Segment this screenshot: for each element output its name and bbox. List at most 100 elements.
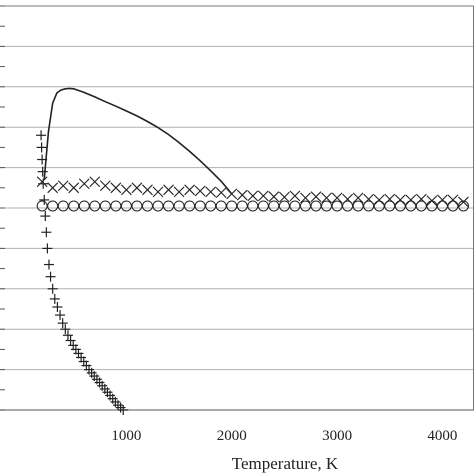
x-marker	[184, 184, 195, 196]
circle-marker	[257, 200, 269, 212]
plus-marker	[60, 324, 71, 335]
circle-marker	[310, 200, 322, 212]
x-marker-stroke	[458, 196, 469, 208]
circle-marker	[78, 200, 90, 212]
plus-marker	[62, 330, 73, 341]
series-x-markers	[36, 176, 469, 208]
circle-marker	[194, 200, 206, 212]
circle-marker	[152, 200, 164, 212]
circle-marker	[184, 200, 196, 212]
circle-marker	[89, 200, 101, 212]
x-marker-stroke	[57, 180, 69, 192]
x-marker-stroke	[121, 184, 132, 196]
x-marker-stroke	[289, 190, 301, 202]
circle-marker	[299, 200, 311, 212]
circle-marker	[36, 200, 48, 212]
x-marker	[321, 192, 332, 204]
plus-marker	[38, 178, 49, 189]
plus-marker	[37, 166, 48, 177]
series-line	[43, 87, 233, 195]
circle-marker	[173, 200, 185, 212]
x-marker-stroke	[331, 192, 343, 204]
x-marker	[194, 185, 206, 197]
x-marker-stroke	[373, 194, 385, 206]
x-marker-stroke	[437, 194, 448, 206]
circle-marker	[236, 200, 248, 212]
plus-marker	[68, 340, 79, 351]
plus-marker	[41, 227, 52, 238]
plus-marker	[43, 259, 54, 270]
plus-marker	[52, 301, 63, 312]
x-marker	[131, 182, 143, 194]
circle-marker	[331, 200, 343, 212]
x-marker-stroke	[194, 185, 206, 197]
circle-marker	[447, 200, 459, 212]
x-marker-stroke	[47, 182, 59, 194]
series-line-path	[43, 87, 233, 195]
x-marker	[352, 192, 364, 204]
circle-marker	[278, 200, 290, 212]
circle-marker	[57, 200, 69, 212]
plus-marker	[49, 293, 60, 304]
x-marker-stroke	[405, 194, 417, 206]
x-tick-label: 4000	[427, 428, 457, 444]
x-marker	[257, 190, 269, 202]
x-tick-label: 3000	[322, 428, 352, 444]
x-marker-stroke	[321, 192, 332, 204]
circle-marker	[457, 200, 469, 212]
plus-marker	[65, 335, 76, 346]
x-marker-stroke	[78, 178, 90, 190]
x-marker-stroke	[447, 194, 459, 206]
x-marker-stroke	[215, 187, 227, 199]
x-marker-stroke	[68, 182, 80, 194]
x-marker-stroke	[247, 190, 259, 202]
plus-marker	[36, 130, 47, 141]
x-marker-stroke	[163, 184, 174, 196]
circle-marker	[373, 200, 385, 212]
x-marker	[173, 186, 185, 198]
series-circle-markers	[36, 200, 469, 212]
x-marker-stroke	[152, 186, 164, 198]
circle-marker	[352, 200, 364, 212]
x-marker	[236, 189, 248, 201]
plus-marker	[55, 310, 66, 321]
circle-marker	[131, 200, 143, 212]
plus-marker	[47, 283, 58, 294]
x-marker-stroke	[142, 184, 153, 196]
x-marker	[310, 191, 322, 203]
x-marker	[405, 194, 417, 206]
x-marker	[205, 186, 217, 198]
x-marker-stroke	[257, 190, 269, 202]
x-marker	[36, 176, 48, 188]
circle-marker	[205, 200, 217, 212]
circle-marker	[384, 200, 396, 212]
circle-marker	[426, 200, 438, 212]
x-marker	[289, 190, 301, 202]
x-marker	[458, 196, 469, 208]
plus-marker	[118, 405, 129, 415]
x-marker-stroke	[279, 191, 290, 203]
x-marker	[99, 180, 111, 192]
x-marker-stroke	[89, 176, 101, 188]
series-plus-markers	[36, 130, 129, 415]
x-marker	[300, 192, 311, 204]
x-marker-stroke	[173, 186, 185, 198]
x-marker	[215, 187, 227, 199]
x-tick-labels: 1000 2000 3000 4000	[111, 428, 457, 444]
plus-marker	[45, 271, 56, 282]
x-marker	[373, 194, 385, 206]
x-marker	[68, 182, 80, 194]
circle-marker	[342, 200, 354, 212]
plus-marker	[78, 356, 89, 367]
x-marker	[89, 176, 101, 188]
x-marker	[110, 182, 122, 194]
x-marker-stroke	[310, 191, 322, 203]
gridlines	[0, 45, 474, 371]
x-marker	[121, 184, 132, 196]
x-marker	[447, 194, 459, 206]
x-marker-stroke	[99, 180, 111, 192]
circle-marker	[141, 200, 153, 212]
plus-marker	[70, 344, 81, 355]
circle-marker	[268, 200, 280, 212]
